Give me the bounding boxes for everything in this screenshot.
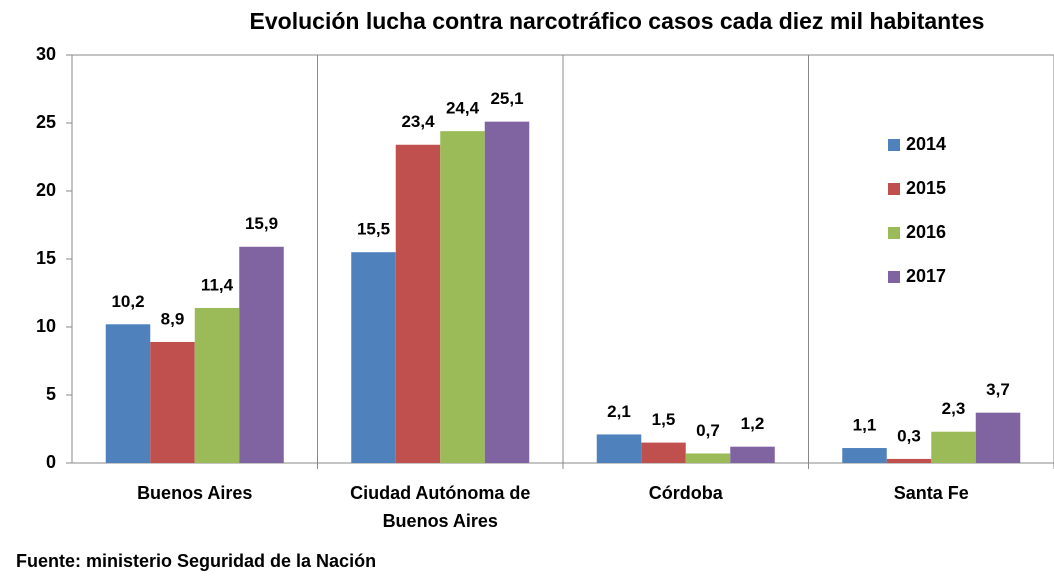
x-tick-label: Córdoba <box>648 483 723 503</box>
legend-swatch <box>888 227 900 239</box>
bar <box>105 324 151 463</box>
bar <box>975 412 1021 463</box>
value-label: 23,4 <box>401 112 435 131</box>
x-tick-label: Santa Fe <box>893 483 969 503</box>
value-label: 1,1 <box>853 416 877 435</box>
value-label: 0,3 <box>897 426 921 445</box>
bar <box>194 307 240 463</box>
legend-label: 2014 <box>906 134 946 154</box>
bar <box>596 434 642 463</box>
value-label: 0,7 <box>696 421 720 440</box>
value-label: 8,9 <box>161 309 185 328</box>
legend-swatch <box>888 139 900 151</box>
value-label: 10,2 <box>111 292 144 311</box>
chart-title: Evolución lucha contra narcotráfico caso… <box>249 8 985 34</box>
bar <box>440 131 485 463</box>
bar <box>641 442 686 463</box>
legend-label: 2017 <box>906 266 946 286</box>
bar <box>351 252 396 463</box>
x-tick-label: Ciudad Autónoma de Buenos Aires <box>350 483 531 531</box>
bar <box>395 144 441 463</box>
y-tick-label: 0 <box>46 452 56 472</box>
value-label: 3,7 <box>986 380 1010 399</box>
value-label: 15,5 <box>357 220 390 239</box>
legend-swatch <box>888 183 900 195</box>
y-tick-label: 10 <box>36 316 56 336</box>
value-label: 2,3 <box>942 399 966 418</box>
value-label: 1,5 <box>652 410 676 429</box>
y-tick-label: 25 <box>36 112 56 132</box>
value-label: 1,2 <box>741 414 765 433</box>
bar <box>685 453 731 463</box>
value-label: 25,1 <box>490 89 523 108</box>
bar <box>484 121 530 463</box>
value-label: 15,9 <box>245 214 278 233</box>
y-tick-label: 20 <box>36 180 56 200</box>
value-label: 11,4 <box>201 275 234 294</box>
bar <box>842 448 887 463</box>
legend-label: 2015 <box>906 178 946 198</box>
value-label: 24,4 <box>446 99 480 118</box>
bar <box>730 446 775 463</box>
y-tick-label: 15 <box>36 248 56 268</box>
source-note: Fuente: ministerio Seguridad de la Nació… <box>16 551 377 571</box>
y-tick-label: 5 <box>46 384 56 404</box>
bar <box>931 431 976 463</box>
bar <box>886 458 932 463</box>
bar <box>150 341 195 463</box>
y-tick-label: 30 <box>36 44 56 64</box>
bar <box>239 246 284 463</box>
value-label: 2,1 <box>607 402 631 421</box>
x-tick-label: Buenos Aires <box>137 483 253 503</box>
legend-label: 2016 <box>906 222 946 242</box>
legend-swatch <box>888 271 900 283</box>
